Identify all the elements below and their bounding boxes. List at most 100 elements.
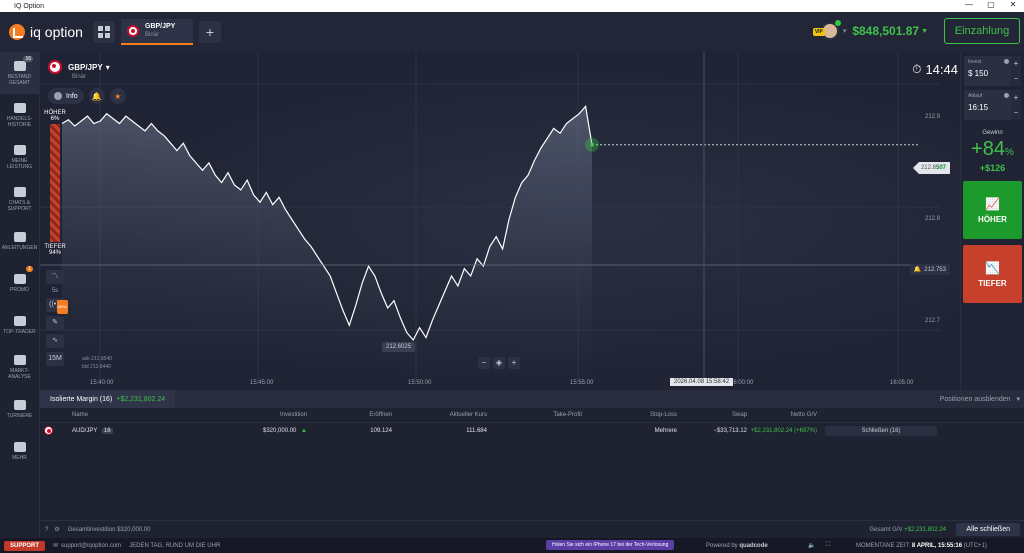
- close-position-button[interactable]: Schließen (16): [825, 425, 937, 436]
- info-button[interactable]: Info: [48, 88, 84, 104]
- row-name-cell: AUD/JPY 16: [72, 427, 232, 434]
- chart-area[interactable]: GBP/JPY ▾ Binär Info 🔔 ★ ⏱ 14:44 HÖHER 6…: [40, 52, 960, 390]
- sidebar-item-label: ANLEITUNGEN: [1, 244, 38, 251]
- asset-tab-name: GBP/JPY: [145, 23, 176, 30]
- hide-positions-button[interactable]: Positionen ausblenden ▾: [940, 395, 1020, 403]
- expiry-plus-button[interactable]: +: [1013, 93, 1019, 102]
- new-badge: NEW: [56, 300, 68, 314]
- current-price-hl: 507: [935, 165, 946, 171]
- chevron-down-icon[interactable]: ▾: [842, 28, 847, 35]
- favorite-button[interactable]: ★: [109, 88, 126, 104]
- tab-value: +$2,231,802.24: [116, 395, 166, 403]
- support-hours: JEDEN TAG, RUND UM DIE UHR: [129, 542, 221, 549]
- logo[interactable]: iq option: [9, 24, 89, 40]
- expiry-field[interactable]: Ablauf 16:15 + −: [964, 90, 1021, 120]
- gear-icon[interactable]: ⚙: [54, 527, 60, 533]
- maximize-button[interactable]: ▢: [987, 0, 995, 9]
- sidebar-badge: 1: [26, 266, 33, 272]
- alert-bell-icon: 🔔: [913, 267, 922, 273]
- close-all-button[interactable]: Alle schließen: [956, 523, 1020, 536]
- invest-field[interactable]: Invest $ 150 + −: [964, 56, 1021, 86]
- sidebar-item[interactable]: TURNIERE: [0, 388, 39, 430]
- invest-value[interactable]: $ 150: [968, 69, 989, 78]
- help-icon[interactable]: ?: [45, 526, 49, 533]
- draw-button[interactable]: ✎: [46, 316, 64, 330]
- minimize-button[interactable]: —: [965, 0, 973, 9]
- row-stop-loss[interactable]: Mehrere: [654, 427, 677, 434]
- alert-price-tag[interactable]: 🔔 212.753: [909, 264, 950, 275]
- sidebar-item-label: PROMO: [10, 286, 29, 293]
- sidebar-item[interactable]: PROMO 1: [0, 262, 39, 304]
- chart-asset-name[interactable]: GBP/JPY: [68, 62, 103, 72]
- sidebar-item[interactable]: TOP-TRADER: [0, 304, 39, 346]
- balance[interactable]: $848,501.87: [852, 24, 920, 38]
- sidebar-item[interactable]: MEHR: [0, 430, 39, 472]
- sidebar-item-label: BESTAND GESAMT: [7, 73, 32, 86]
- invest-minus-button[interactable]: −: [1013, 74, 1019, 83]
- signal-icon: ((•)): [49, 301, 61, 308]
- sidebar-item[interactable]: ANLEITUNGEN: [0, 220, 39, 262]
- current-price-main: 212.8: [920, 165, 936, 171]
- timeframe-label[interactable]: 5s: [51, 288, 59, 294]
- support-email[interactable]: support@iqoption.com: [61, 542, 122, 549]
- add-asset-button[interactable]: +: [199, 21, 221, 43]
- current-time: MOMENTANE ZEIT: 8 APRIL, 15:55:16 (UTC+1…: [856, 543, 987, 549]
- chart-toolbar: 〽 5s ((•)) NEW ✎ ∿ 15M: [44, 266, 68, 370]
- indicators-button[interactable]: ((•)) NEW: [46, 298, 68, 314]
- crosshair-datetime: 2026.04.08 15:58:42: [670, 378, 734, 386]
- zoom-out-button[interactable]: −: [478, 357, 490, 369]
- alert-price: 212.753: [924, 267, 946, 273]
- chart-header: GBP/JPY ▾ Binär Info 🔔 ★: [48, 60, 126, 104]
- sentiment-bar: [50, 124, 60, 242]
- row-count-badge: 16: [101, 427, 113, 434]
- powered-brand: quadcode: [739, 542, 768, 549]
- asset-dropdown-icon[interactable]: ▾: [105, 62, 110, 72]
- sidebar-icon: [13, 354, 26, 365]
- sidebar-item[interactable]: BESTAND GESAMT 16: [0, 52, 39, 94]
- higher-button[interactable]: 📈 HÖHER: [963, 181, 1022, 239]
- candle-size-button[interactable]: 15M: [46, 352, 64, 366]
- deposit-button[interactable]: Einzahlung: [944, 18, 1020, 44]
- row-name: AUD/JPY: [72, 427, 98, 434]
- expiry-value[interactable]: 16:15: [968, 103, 989, 112]
- total-invest: Gesamtinvestition $320,000.00: [67, 526, 151, 533]
- chart-type-button[interactable]: 〽: [46, 270, 64, 284]
- sidebar-item[interactable]: CHATS & SUPPORT: [0, 178, 39, 220]
- chevron-down-icon: ▾: [1016, 396, 1020, 403]
- isolated-margin-tab[interactable]: Isolierte Margin (16) +$2,231,802.24: [40, 390, 176, 408]
- help-icon[interactable]: [1004, 59, 1009, 64]
- sentiment-lower-pct: 94%: [48, 250, 61, 256]
- expiry-minus-button[interactable]: −: [1013, 108, 1019, 117]
- row-open: 109.124: [370, 427, 392, 434]
- sidebar-item[interactable]: HANDELS-HISTORIE: [0, 94, 39, 136]
- status-bar: SUPPORT ✉ support@iqoption.com JEDEN TAG…: [0, 538, 1024, 553]
- sidebar-item[interactable]: MEINE LEISTUNG: [0, 136, 39, 178]
- invest-plus-button[interactable]: +: [1013, 59, 1019, 68]
- alert-button[interactable]: 🔔: [88, 88, 105, 104]
- zoom-in-button[interactable]: +: [508, 357, 520, 369]
- positions-panel: Isolierte Margin (16) +$2,231,802.24 Pos…: [40, 390, 1024, 520]
- support-button[interactable]: SUPPORT: [4, 540, 46, 551]
- zoom-reset-button[interactable]: ◈: [493, 357, 505, 369]
- avatar[interactable]: VIP: [812, 20, 841, 42]
- volume-icon[interactable]: 🔈: [808, 543, 816, 549]
- wave-button[interactable]: ∿: [46, 334, 64, 348]
- expiry-timer: ⏱ 14:44: [912, 62, 958, 77]
- balance-caret-icon[interactable]: ▼: [921, 27, 928, 35]
- sidebar-item[interactable]: MARKT-ANALYSE: [0, 346, 39, 388]
- gain-amount: +$126: [979, 163, 1006, 173]
- fullscreen-icon[interactable]: ⛶: [826, 542, 831, 548]
- col-swap: Swap: [731, 412, 747, 418]
- table-row[interactable]: AUD/JPY 16 $320,000.00 ▲ 109.124 111.684…: [40, 422, 1024, 438]
- col-invest: Investition: [279, 412, 307, 418]
- lower-button[interactable]: 📉 TIEFER: [963, 245, 1022, 303]
- time-value: 8 APRIL, 15:55:16: [911, 542, 963, 549]
- promo-banner[interactable]: Holen Sie sich ein iPhone 17 bei der Tec…: [546, 540, 675, 550]
- asset-tab[interactable]: GBP/JPY Binär: [121, 19, 193, 45]
- help-icon[interactable]: [1004, 93, 1009, 98]
- wave-icon: ∿: [52, 337, 58, 344]
- invest-stepper: + −: [1011, 56, 1021, 86]
- price-chart[interactable]: [40, 52, 960, 390]
- grid-menu-button[interactable]: [93, 21, 115, 43]
- close-window-button[interactable]: ✕: [1009, 0, 1017, 9]
